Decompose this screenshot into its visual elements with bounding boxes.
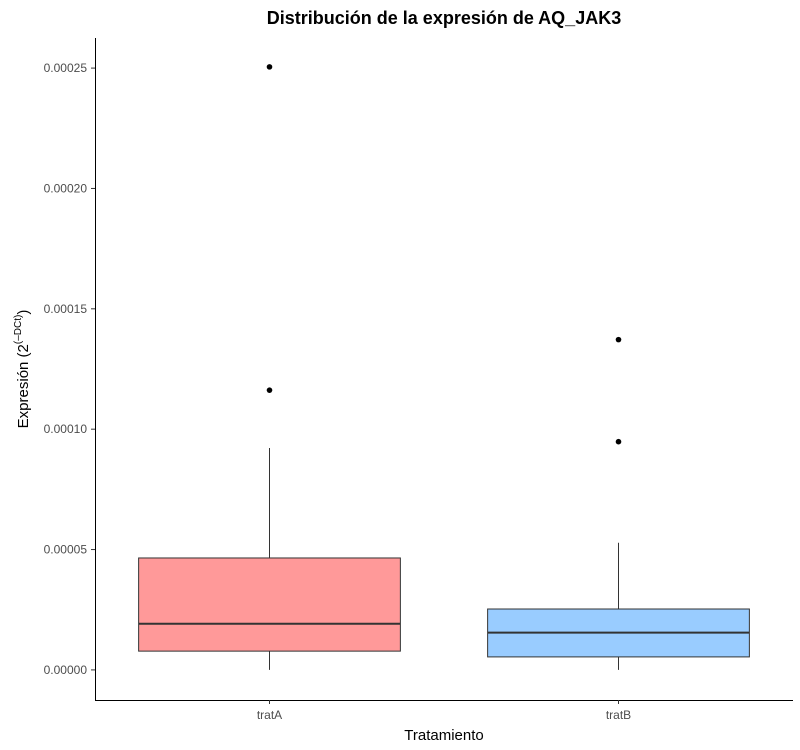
y-tick-label: 0.00025 (44, 61, 88, 75)
x-axis-title: Tratamiento (404, 727, 483, 744)
x-tick-label: tratA (257, 708, 282, 722)
x-tick-label: tratB (606, 708, 631, 722)
outlier-point (266, 64, 273, 70)
y-tick-label: 0.00005 (44, 543, 88, 557)
box-tratB (487, 336, 750, 670)
y-axis-title-superscript: (–DCt) (13, 315, 24, 344)
x-axis-ticks: tratA tratB (257, 700, 631, 722)
y-tick-label: 0.00000 (44, 663, 88, 677)
iqr-box (138, 557, 401, 652)
y-tick-label: 0.00010 (44, 422, 88, 436)
outlier-point (266, 387, 273, 393)
y-axis-title-suffix: ) (15, 310, 32, 315)
y-axis-ticks: 0.00000 0.00005 0.00010 0.00015 0.00020 0.000… (44, 61, 95, 677)
y-tick-label: 0.00020 (44, 181, 88, 195)
outlier-point (615, 438, 622, 445)
box-tratA (138, 64, 401, 670)
chart-title: Distribución de la expresión de AQ_JAK3 (267, 8, 621, 28)
y-tick-label: 0.00015 (44, 302, 88, 316)
y-axis-title: Expresión (2(–DCt)) (13, 310, 32, 429)
y-axis-title-prefix: Expresión (2 (15, 344, 32, 428)
outlier-point (615, 336, 622, 343)
boxes-layer (138, 64, 750, 670)
